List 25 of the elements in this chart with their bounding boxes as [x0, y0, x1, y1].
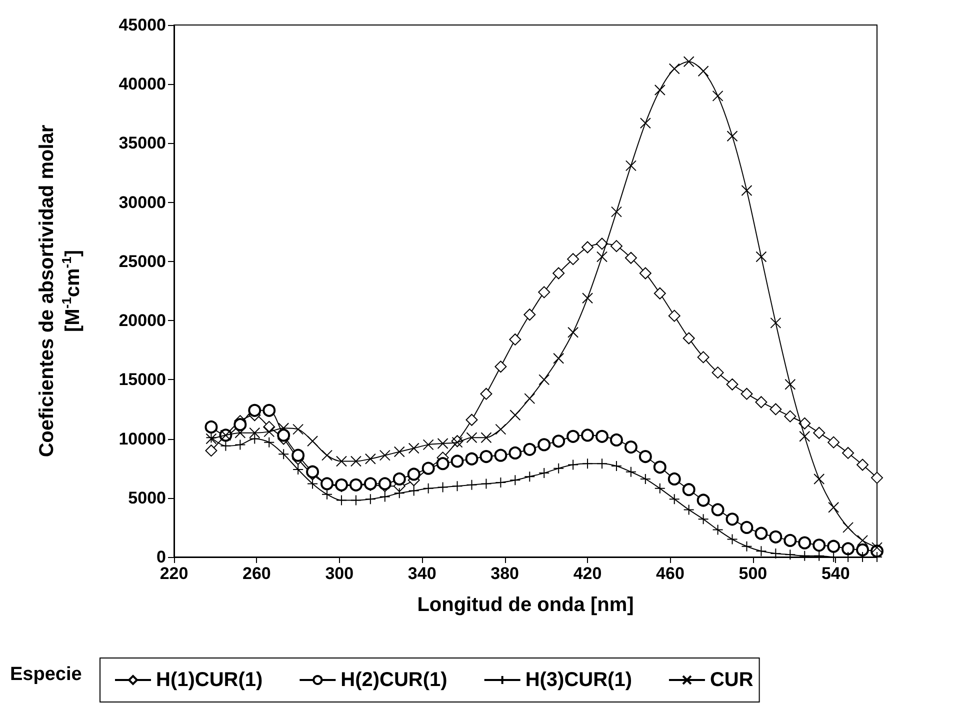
x-tick-label: 540 — [821, 564, 850, 583]
x-axis-title: Longitud de onda [nm] — [417, 594, 634, 616]
x-tick-label: 500 — [738, 564, 768, 583]
x-tick-label: 420 — [573, 564, 602, 583]
y-tick-label: 25000 — [118, 252, 166, 271]
y-tick-label: 40000 — [118, 74, 166, 94]
legend-title: Especie — [10, 664, 82, 685]
x-tick-label: 340 — [408, 564, 436, 583]
y-tick-label: 20000 — [118, 311, 166, 330]
x-tick-label: 300 — [325, 564, 354, 583]
y-tick-label: 35000 — [118, 134, 166, 153]
legend-label: CUR — [710, 669, 754, 691]
x-tick-label: 460 — [656, 564, 684, 583]
legend-label: H(2)CUR(1) — [340, 669, 448, 691]
y-tick-label: 45000 — [118, 16, 166, 34]
y-tick-label: 30000 — [118, 192, 166, 212]
y-tick-label: 10000 — [118, 429, 166, 448]
y-tick-label: 5000 — [128, 488, 166, 508]
y-tick-label: 15000 — [118, 370, 166, 390]
x-tick-label: 260 — [242, 564, 271, 583]
x-tick-label: 220 — [160, 564, 188, 583]
y-tick-label: 0 — [156, 548, 166, 566]
legend-label: H(3)CUR(1) — [525, 669, 632, 691]
x-tick-label: 380 — [490, 564, 520, 583]
legend-label: H(1)CUR(1) — [156, 669, 263, 691]
